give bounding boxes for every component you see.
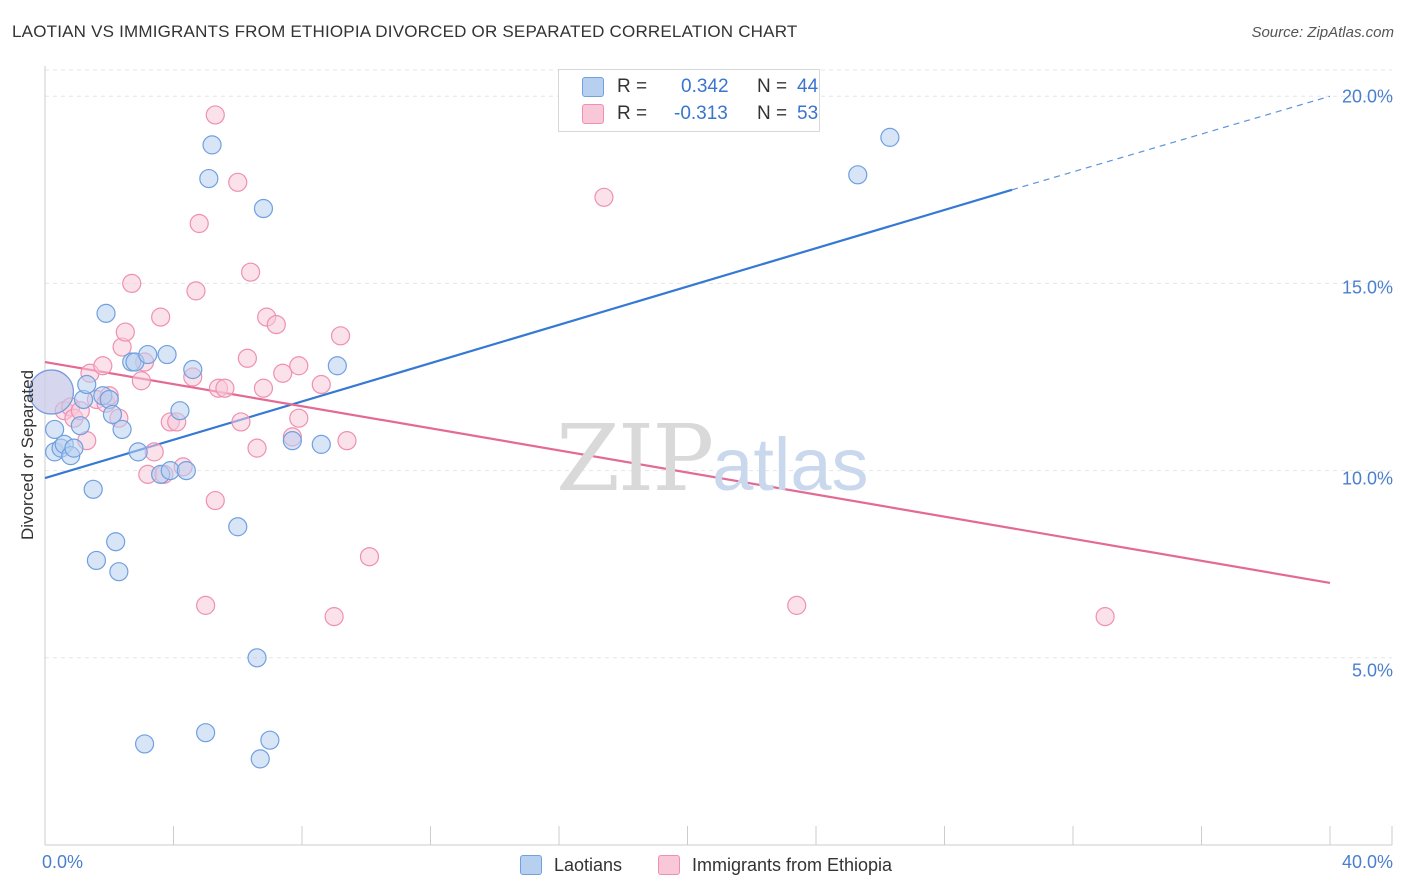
point-ethiopia <box>131 371 151 391</box>
point-ethiopia <box>289 356 309 376</box>
point-ethiopia <box>205 490 225 511</box>
n-value: 53 <box>797 103 819 124</box>
n-label: N = <box>757 76 788 97</box>
point-ethiopia <box>1095 607 1115 627</box>
y-tick-label-20: 20.0% <box>1341 86 1393 107</box>
watermark: ZIPatlas <box>556 405 868 512</box>
point-laotians <box>282 431 302 451</box>
n-label: N = <box>757 103 788 124</box>
point-laotians <box>128 442 148 462</box>
point-ethiopia <box>266 314 286 335</box>
point-ethiopia <box>324 607 344 627</box>
legend-label-laotians: Laotians <box>554 854 623 875</box>
point-laotians <box>183 359 203 380</box>
laotians-swatch <box>582 77 604 97</box>
point-ethiopia <box>330 326 351 346</box>
point-ethiopia <box>237 348 257 368</box>
point-ethiopia <box>247 438 267 458</box>
stats-box: R = 0.342 N = 44 R = -0.313 N = 53 <box>558 69 820 132</box>
point-laotians <box>247 648 267 668</box>
point-laotians <box>228 517 248 537</box>
point-laotians <box>160 461 180 481</box>
x-tick-label-max: 40.0% <box>1341 852 1393 872</box>
point-ethiopia <box>186 281 206 301</box>
point-ethiopia <box>228 172 248 192</box>
point-laotians <box>77 374 97 395</box>
point-ethiopia <box>594 187 614 207</box>
point-laotians <box>260 730 280 750</box>
x-tick-label-min: 0.0% <box>42 852 84 872</box>
r-label: R = <box>617 103 648 124</box>
point-laotians <box>106 532 126 552</box>
point-laotians <box>880 127 900 147</box>
point-ethiopia <box>215 378 235 398</box>
point-laotians <box>134 734 155 754</box>
point-laotians <box>112 419 132 440</box>
legend-item-laotians[interactable]: Laotians <box>520 852 622 878</box>
y-axis-label: Divorced or Separated <box>18 369 37 541</box>
point-ethiopia <box>122 273 142 294</box>
trendline-ethiopia <box>44 360 1331 585</box>
point-ethiopia <box>289 408 309 428</box>
legend-item-ethiopia[interactable]: Immigrants from Ethiopia <box>658 852 892 878</box>
point-laotians <box>64 438 84 458</box>
point-ethiopia <box>273 363 293 383</box>
r-value: -0.313 <box>674 103 728 124</box>
point-ethiopia <box>241 262 261 282</box>
trendline-laotians <box>44 188 1013 480</box>
watermark-atlas: atlas <box>712 423 869 506</box>
point-ethiopia <box>231 412 251 432</box>
point-ethiopia <box>115 322 135 342</box>
y-tick-label-15: 15.0% <box>1341 277 1393 298</box>
chart-title: LAOTIAN VS IMMIGRANTS FROM ETHIOPIA DIVO… <box>12 22 798 41</box>
legend-label-ethiopia: Immigrants from Ethiopia <box>692 854 893 875</box>
n-value: 44 <box>797 76 819 97</box>
point-ethiopia <box>311 374 331 395</box>
point-ethiopia <box>144 442 164 462</box>
r-value: 0.342 <box>681 76 729 97</box>
point-laotians <box>202 135 222 155</box>
point-laotians <box>327 356 347 376</box>
point-laotians <box>250 749 270 769</box>
point-laotians <box>70 416 90 436</box>
point-laotians <box>96 303 116 323</box>
point-laotians <box>176 461 196 481</box>
point-ethiopia <box>151 307 171 327</box>
point-laotians <box>196 723 216 743</box>
point-laotians <box>848 165 868 185</box>
point-laotians <box>311 434 331 454</box>
y-tick-label-5: 5.0% <box>1351 660 1393 681</box>
point-ethiopia <box>196 595 216 615</box>
ethiopia-legend-swatch <box>658 855 680 875</box>
point-laotians <box>138 344 158 365</box>
point-ethiopia <box>253 378 274 398</box>
point-laotians <box>86 550 107 571</box>
point-laotians <box>199 168 219 189</box>
r-label: R = <box>617 76 648 97</box>
point-laotians <box>45 419 65 440</box>
point-ethiopia <box>337 431 357 451</box>
laotians-legend-swatch <box>520 855 542 875</box>
point-laotians <box>109 562 129 582</box>
y-tick-label-10: 10.0% <box>1341 468 1393 489</box>
point-ethiopia <box>359 547 380 567</box>
point-laotians <box>83 479 103 499</box>
ethiopia-swatch <box>582 104 604 124</box>
trendline-laotians-extension <box>1011 95 1331 191</box>
point-laotians <box>157 344 177 365</box>
source-label: Source: ZipAtlas.com <box>1251 24 1394 41</box>
point-laotians <box>102 404 123 425</box>
point-ethiopia <box>189 213 209 234</box>
point-laotians <box>28 369 75 415</box>
watermark-zip: ZIP <box>556 405 714 512</box>
point-ethiopia <box>205 105 225 125</box>
point-ethiopia <box>93 356 113 376</box>
point-laotians <box>253 198 274 219</box>
point-ethiopia <box>787 595 807 615</box>
point-laotians <box>170 401 190 421</box>
